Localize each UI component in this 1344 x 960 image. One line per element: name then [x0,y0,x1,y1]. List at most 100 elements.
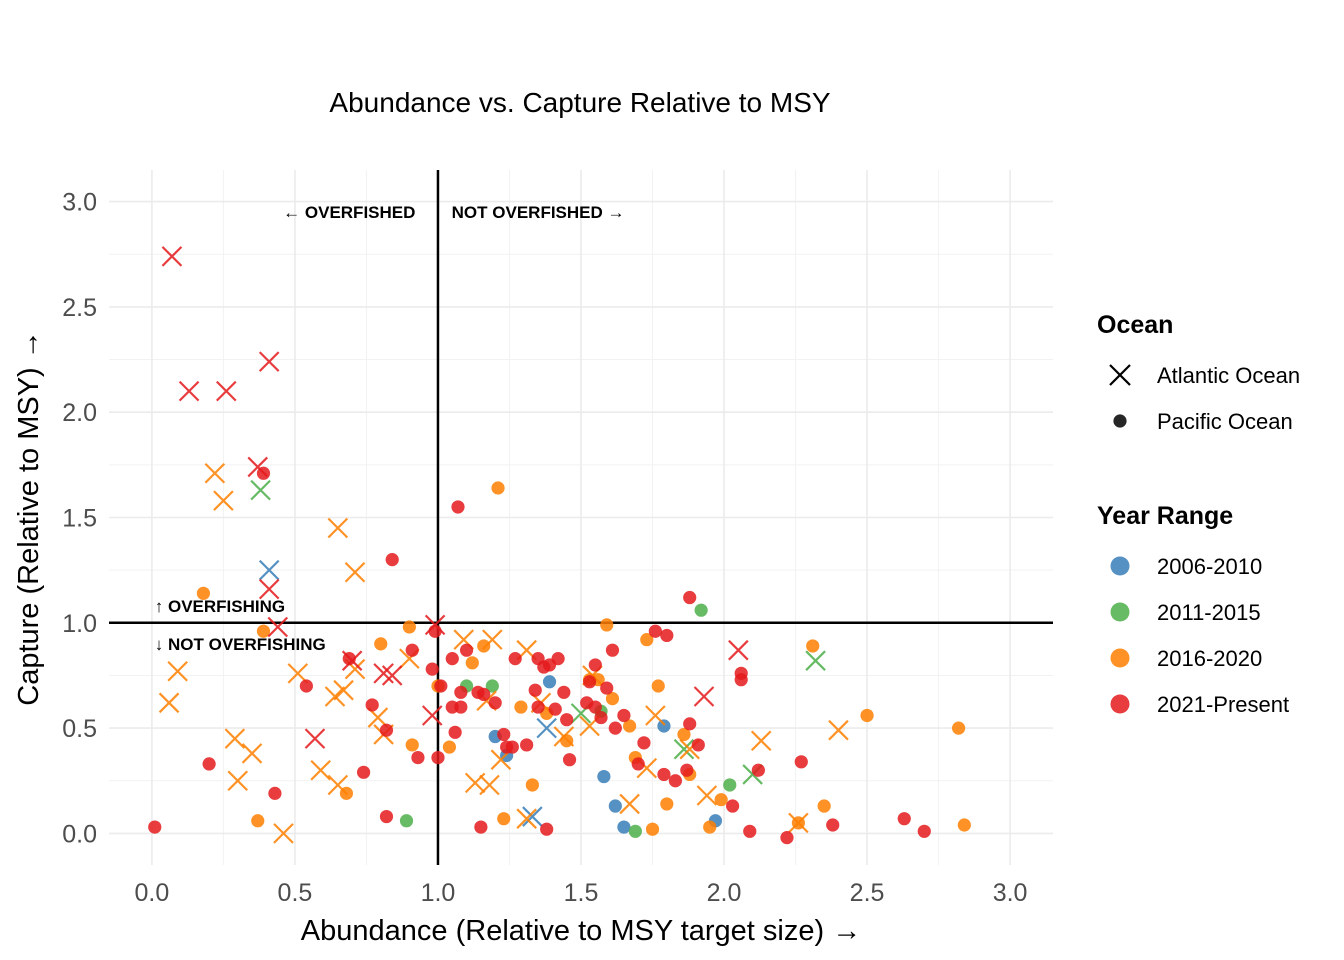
data-point-dot-marker [648,624,662,638]
data-point-dot-marker [683,590,697,605]
data-points [148,246,971,845]
data-point-x-marker [167,660,188,682]
data-point-dot-marker [365,698,379,712]
data-point-dot-marker [268,786,282,800]
data-point-dot-marker [202,757,216,771]
data-point-dot-marker [557,685,571,699]
data-point-x-marker [258,559,280,581]
data-point-dot-marker [497,727,511,742]
data-point-x-marker [645,705,666,726]
data-point-dot-marker [617,820,631,834]
data-point-dot-marker [448,725,462,739]
data-point-dot-marker [917,824,931,838]
data-point-dot-marker [588,658,602,672]
legend-ocean-title: Ocean [1097,311,1173,339]
data-point-x-marker [161,246,183,267]
data-point-dot-marker [734,673,748,687]
data-point-dot-marker [342,652,356,666]
data-point-dot-marker [451,500,465,514]
legend-color-key [1110,648,1130,668]
data-point-dot-marker [520,738,534,752]
data-point-dot-marker [477,687,491,702]
y-axis-title: Capture (Relative to MSY) → [13,330,45,706]
data-point-dot-marker [628,824,642,838]
data-point-x-marker [258,351,280,372]
data-point-dot-marker [605,692,620,706]
data-point-dot-marker [196,586,210,600]
data-point-dot-marker [428,624,442,638]
data-point-dot-marker [660,628,674,643]
data-point-dot-marker [405,738,419,752]
x-tick-label: 2.5 [850,879,885,907]
data-point-x-marker [273,823,294,844]
data-point-x-marker [310,759,331,781]
data-point-dot-marker [505,740,519,754]
data-point-dot-marker [402,620,416,634]
data-point-dot-marker [588,700,602,714]
reference-lines [109,170,1053,865]
data-point-dot-marker [617,708,631,723]
data-point-dot-marker [791,816,806,830]
y-tick-label: 0.0 [62,820,97,848]
data-point-dot-marker [411,750,425,765]
data-point-dot-marker [806,639,820,653]
data-point-dot-marker [560,734,574,748]
data-point-x-marker [227,770,249,792]
data-point-dot-marker [434,679,448,693]
data-point-dot-marker [600,681,614,695]
data-point-x-marker [696,785,718,806]
data-point-dot-marker [299,679,313,693]
data-point-dot-marker [694,603,708,617]
data-point-dot-marker [743,824,757,838]
data-point-x-marker [333,679,354,701]
data-point-x-marker [373,663,394,684]
data-point-dot-marker [525,778,539,792]
data-point-dot-marker [251,814,265,828]
data-point-x-marker [479,774,500,796]
data-point-x-marker [267,616,289,638]
data-point-dot-marker [957,818,971,832]
data-point-dot-marker [780,831,794,845]
data-point-dot-marker [651,679,665,693]
data-point-dot-marker [548,702,562,716]
data-point-dot-marker [379,809,394,824]
data-point-dot-marker [751,763,765,777]
data-point-dot-marker [668,774,683,788]
data-point-dot-marker [459,643,474,657]
x-axis-tick-labels: 0.0 0.5 1.0 1.5 2.0 2.5 3.0 [135,879,1028,907]
data-point-dot-marker [356,765,371,779]
data-point-dot-marker [826,818,840,832]
data-point-x-marker [522,806,543,827]
data-point-dot-marker [794,755,808,769]
data-point-dot-marker [560,713,574,727]
y-axis-tick-labels: 0.0 0.5 1.0 1.5 2.0 2.5 3.0 [62,189,97,849]
data-point-dot-marker [374,637,388,651]
quadrant-annotation: ↑ OVERFISHING [155,597,285,616]
data-point-dot-marker [431,750,445,765]
data-point-dot-marker [528,683,542,697]
data-point-x-marker [344,561,366,583]
data-point-dot-marker [817,799,831,813]
data-point-dot-marker [677,727,691,742]
plot-area: ← OVERFISHED NOT OVERFISHED → ↑ OVERFISHIN… [109,170,1053,865]
data-point-dot-marker [726,799,740,813]
data-point-dot-marker [497,812,511,826]
chart-title: Abundance vs. Capture Relative to MSY [329,87,830,118]
data-point-dot-marker [474,820,488,834]
data-point-x-marker [241,743,263,764]
x-tick-label: 1.5 [564,879,599,907]
data-point-dot-marker [454,700,468,714]
y-tick-label: 2.5 [62,294,97,322]
legend-year-range-label: 2021-Present [1157,692,1289,717]
data-point-dot-marker [531,700,545,714]
data-point-dot-marker [637,736,651,750]
data-point-x-marker [828,719,849,741]
legend-year-range-label: 2011-2015 [1157,600,1261,625]
data-point-dot-marker [860,708,874,723]
data-point-dot-marker [723,778,737,792]
data-point-x-marker [673,738,695,760]
data-point-dot-marker [465,656,479,670]
data-point-dot-marker [508,652,522,666]
data-point-dot-marker [514,700,528,714]
